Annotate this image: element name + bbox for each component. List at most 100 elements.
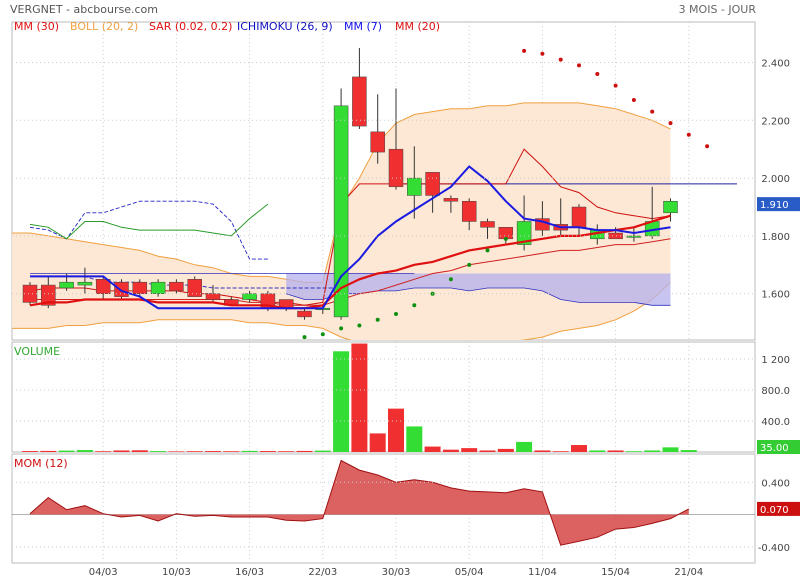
ichimoku-lagging-line [29, 203, 269, 240]
sar-dot [650, 109, 655, 114]
volume-y-tick-label: 400.0 [761, 417, 790, 428]
candle-33 [626, 227, 642, 242]
candle-body [333, 105, 349, 318]
price-panel: 1.600 1.800 2.000 2.200 2.400 1.910 [11, 21, 800, 341]
candle-21 [407, 146, 422, 219]
momentum-title: MOM (12) [14, 457, 68, 470]
sar-dot [302, 335, 307, 340]
volume-bar-10 [205, 451, 221, 452]
candle-body [59, 281, 74, 289]
sar-dot [357, 323, 362, 328]
candle-17 [333, 88, 349, 320]
candle-20 [388, 88, 404, 190]
candle-body [370, 131, 385, 153]
x-axis: 04/03 10/03 16/03 22/03 30/03 05/04 11/04 15/04… [89, 567, 703, 578]
x-tick-label: 10/03 [162, 567, 191, 578]
price-y-tick-label: 1.600 [761, 290, 790, 301]
volume-bar-8 [168, 451, 185, 452]
candle-body [95, 279, 111, 294]
candle-24 [461, 198, 477, 231]
candle-body [516, 221, 532, 245]
volume-bar-21 [406, 426, 423, 452]
volume-bar-13 [259, 451, 276, 452]
mm7-line [30, 165, 671, 310]
x-tick-label: 30/03 [382, 567, 411, 578]
candle-body [388, 148, 404, 188]
volume-bar-16 [314, 450, 331, 452]
momentum-line [29, 459, 690, 546]
volume-bar-34 [644, 450, 661, 452]
ichimoku-span-b-line [286, 287, 671, 306]
volume-y-tick-label: 800.0 [761, 386, 790, 397]
sar-dot [686, 132, 691, 137]
price-y-tick-label: 2.200 [761, 116, 790, 127]
sar-dot [394, 311, 398, 316]
volume-bar-23 [442, 449, 459, 452]
volume-panel: 400.0 800.0 1 200 35.00 [11, 341, 800, 454]
momentum-area [30, 460, 689, 546]
candle-9 [187, 276, 202, 297]
candle-body [626, 235, 642, 238]
volume-bar-20 [388, 408, 404, 452]
candle-body [150, 281, 166, 294]
price-y-tick-label: 2.400 [761, 58, 790, 69]
sar-dot [705, 144, 710, 149]
volume-bar-17 [333, 351, 350, 452]
volume-bar-35 [662, 447, 679, 452]
x-tick-label: 15/04 [601, 567, 630, 578]
volume-bar-27 [516, 441, 533, 452]
sar-dot [668, 121, 673, 126]
ichimoku-chikou-line [29, 200, 268, 260]
volume-bar-22 [424, 446, 441, 452]
volume-last-value-box [757, 440, 800, 454]
candle-25 [480, 218, 495, 239]
volume-bar-14 [278, 451, 295, 452]
candle-12 [242, 290, 257, 303]
momentum-y-tick-label: 0.400 [761, 478, 790, 489]
volume-bar-36 [680, 450, 697, 452]
volume-bar-11 [223, 451, 240, 452]
legend-item: BOLL (20, 2) [70, 20, 138, 33]
volume-bar-24 [461, 448, 478, 452]
price-last-value-box [757, 197, 800, 212]
candle-15 [297, 308, 312, 320]
candle-body [663, 200, 678, 214]
momentum-last-value-label: 0.070 [760, 505, 789, 516]
candle-body [22, 284, 38, 303]
price-plot-area [12, 48, 737, 340]
candle-body [425, 172, 440, 196]
sar-dot [448, 277, 453, 282]
candle-6 [132, 279, 148, 297]
volume-bar-30 [571, 445, 587, 452]
volume-bar-15 [296, 450, 313, 452]
momentum-y-tick-label: -0.400 [758, 543, 790, 554]
candle-19 [370, 94, 385, 164]
candle-body [169, 281, 184, 292]
momentum-last-value-box [757, 501, 800, 516]
sar-dot [613, 83, 618, 88]
candle-body [407, 177, 422, 196]
sar-dot [522, 48, 527, 53]
volume-bar-25 [479, 450, 496, 452]
candle-4 [95, 276, 111, 300]
volume-bar-2 [58, 450, 75, 452]
candle-body [114, 281, 129, 297]
sar-dot [412, 303, 417, 308]
price-last-value-label: 1.910 [760, 200, 789, 211]
sar-dot [485, 248, 490, 253]
x-tick-label: 11/04 [528, 567, 557, 578]
volume-bar-32 [607, 450, 624, 452]
indicator-legend: MM (30) BOLL (20, 2) SAR (0.02, 0.2) ICHIMO… [14, 20, 440, 33]
candle-7 [150, 279, 166, 297]
volume-title: VOLUME [14, 345, 60, 358]
volume-bar-12 [241, 450, 258, 452]
volume-bar-9 [186, 451, 203, 452]
legend-item: ICHIMOKU (26, 9) [237, 20, 333, 33]
volume-bar-29 [552, 451, 569, 452]
price-y-tick-label: 1.800 [761, 232, 790, 243]
volume-bar-31 [589, 450, 606, 452]
volume-bar-7 [150, 451, 167, 452]
x-tick-label: 21/04 [674, 567, 703, 578]
candle-body [297, 310, 312, 318]
